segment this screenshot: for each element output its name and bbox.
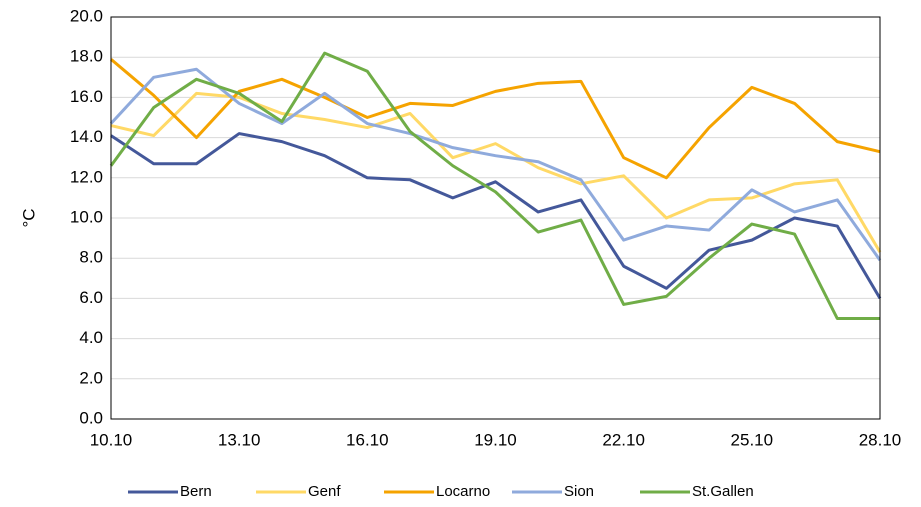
legend-label: Sion [564,483,594,500]
line-series [109,67,882,262]
x-tick-label: 19.10 [474,430,517,449]
y-tick-label: 12.0 [70,167,103,186]
legend-label: Genf [308,483,341,500]
line-series [110,91,882,253]
x-tick-label: 13.10 [218,430,261,449]
y-tick-label: 18.0 [70,47,103,66]
x-tick-label: 10.10 [90,430,133,449]
plot-area-border [110,16,881,420]
y-tick-label: 8.0 [79,248,103,267]
x-tick-label: 22.10 [602,430,645,449]
line-series [109,51,880,320]
y-tick-label: 16.0 [70,87,103,106]
legend-label: Locarno [436,483,490,500]
line-series [110,132,882,300]
y-tick-label: 14.0 [70,127,103,146]
legend-label: St.Gallen [692,483,754,500]
x-tick-label: 16.10 [346,430,389,449]
y-tick-label: 0.0 [79,408,103,427]
x-tick-label: 25.10 [731,430,774,449]
legend: Bern Genf Locarno Sion St.Gallen [128,483,754,500]
y-tick-label: 6.0 [79,288,103,307]
x-tick-label: 28.10 [859,430,902,449]
legend-label: Bern [180,483,212,500]
y-tick-label: 4.0 [79,328,103,347]
y-axis-label: °C [19,208,38,227]
line-series [110,58,881,180]
y-tick-label: 10.0 [70,207,103,226]
y-tick-label: 20.0 [70,6,103,25]
y-tick-label: 2.0 [79,368,103,387]
